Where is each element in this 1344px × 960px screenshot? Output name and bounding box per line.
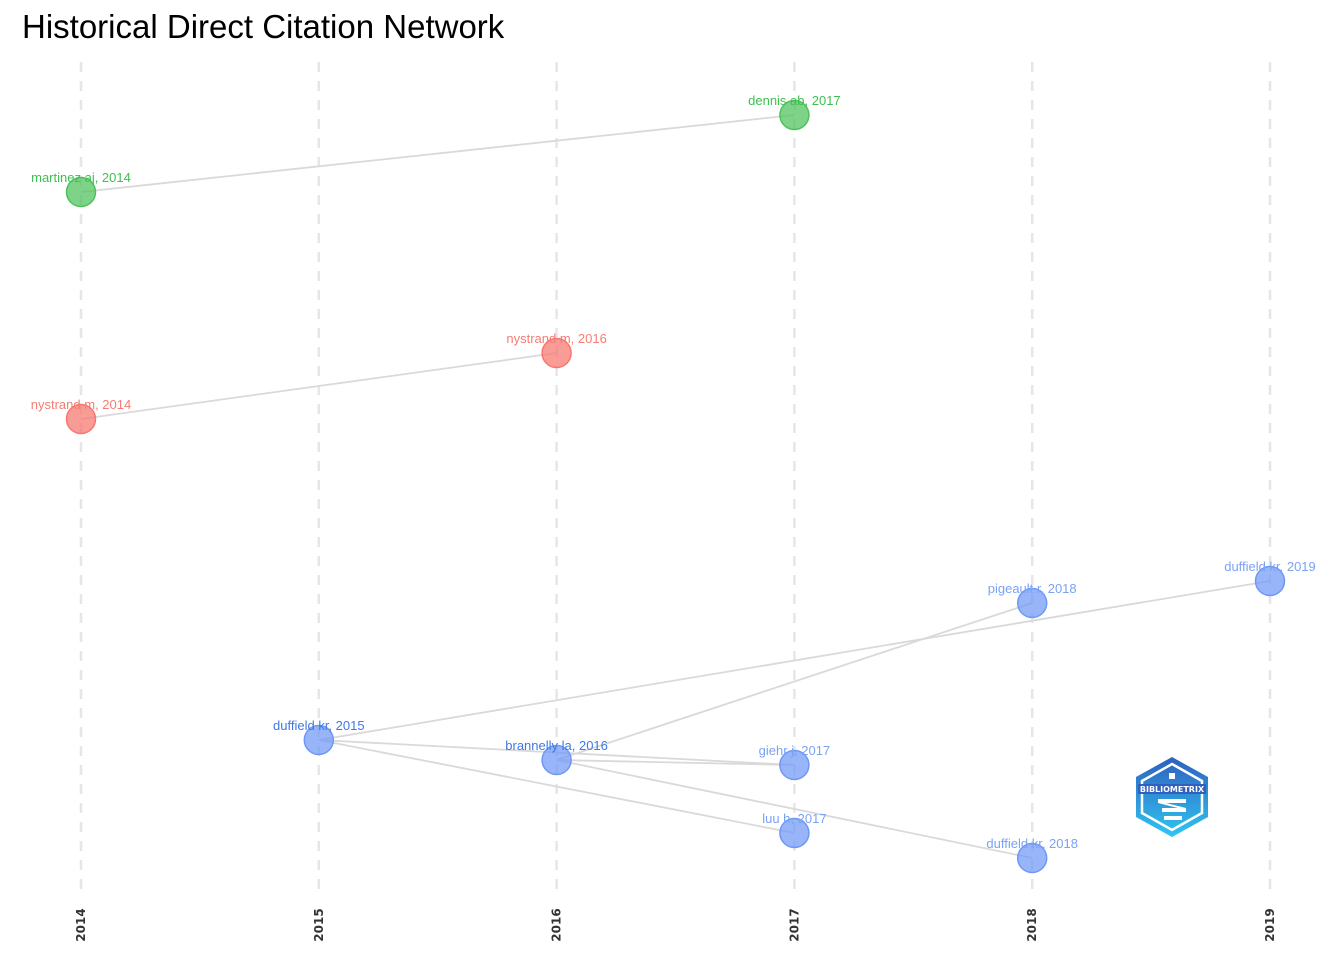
bibliometrix-logo: BIBLIOMETRIX <box>1136 757 1208 837</box>
node-luu-h-2017[interactable] <box>779 817 810 849</box>
node-label-luu-h-2017: luu h, 2017 <box>762 811 826 826</box>
x-tick-label-2019: 2019 <box>1263 908 1277 941</box>
node-duffield-kr-2018[interactable] <box>1016 842 1048 874</box>
citation-edges <box>80 114 1271 859</box>
node-duffield-kr-2015[interactable] <box>303 724 335 756</box>
paper-labels: dennis ab, 2017 martinez aj, 2014 nystrand… <box>31 93 1316 851</box>
x-tick-label-2015: 2015 <box>312 908 326 941</box>
node-brannelly-la-2016[interactable] <box>541 744 572 776</box>
year-grid-lines <box>79 62 1272 898</box>
paper-nodes <box>65 99 1286 874</box>
node-giehr-j-2017[interactable] <box>779 749 810 781</box>
node-pigeault-r-2018[interactable] <box>1016 587 1048 619</box>
node-label-brannelly-la-2016: brannelly la, 2016 <box>505 738 608 753</box>
node-label-giehr-j-2017: giehr j, 2017 <box>759 743 831 758</box>
edge-brannelly-la-2016-to-pigeault-r-2018 <box>556 602 1033 761</box>
node-label-nystrand-m-2014: nystrand m, 2014 <box>31 397 131 412</box>
node-dennis-ab-2017[interactable] <box>779 99 810 131</box>
edge-duffield-kr-2015-to-duffield-kr-2019 <box>318 580 1271 741</box>
node-nystrand-m-2014[interactable] <box>65 403 97 435</box>
x-tick-label-2017: 2017 <box>787 908 801 941</box>
node-label-duffield-kr-2018: duffield kr, 2018 <box>986 836 1078 851</box>
chart-title: Historical Direct Citation Network <box>22 8 505 45</box>
x-tick-label-2018: 2018 <box>1025 908 1039 941</box>
logo-text: BIBLIOMETRIX <box>1140 785 1205 794</box>
edge-brannelly-la-2016-to-giehr-j-2017 <box>556 759 795 766</box>
node-label-pigeault-r-2018: pigeault r, 2018 <box>988 581 1077 596</box>
year-axis: 2014 2015 2016 2017 2018 2019 <box>74 908 1277 941</box>
edge-nystrand-m-2014-to-nystrand-m-2016 <box>80 352 557 420</box>
node-label-duffield-kr-2019: duffield kr, 2019 <box>1224 559 1316 574</box>
node-nystrand-m-2016[interactable] <box>541 337 572 369</box>
edge-duffield-kr-2015-to-luu-h-2017 <box>318 739 795 834</box>
node-label-duffield-kr-2015: duffield kr, 2015 <box>273 718 365 733</box>
x-tick-label-2016: 2016 <box>550 908 564 941</box>
node-label-dennis-ab-2017: dennis ab, 2017 <box>748 93 841 108</box>
edge-brannelly-la-2016-to-duffield-kr-2018 <box>556 759 1033 859</box>
edge-martinez-aj-2014-to-dennis-ab-2017 <box>80 114 795 193</box>
node-duffield-kr-2019[interactable] <box>1254 565 1286 597</box>
node-martinez-aj-2014[interactable] <box>65 176 97 208</box>
node-label-nystrand-m-2016: nystrand m, 2016 <box>506 331 606 346</box>
x-tick-label-2014: 2014 <box>74 908 88 941</box>
node-label-martinez-aj-2014: martinez aj, 2014 <box>31 170 131 185</box>
